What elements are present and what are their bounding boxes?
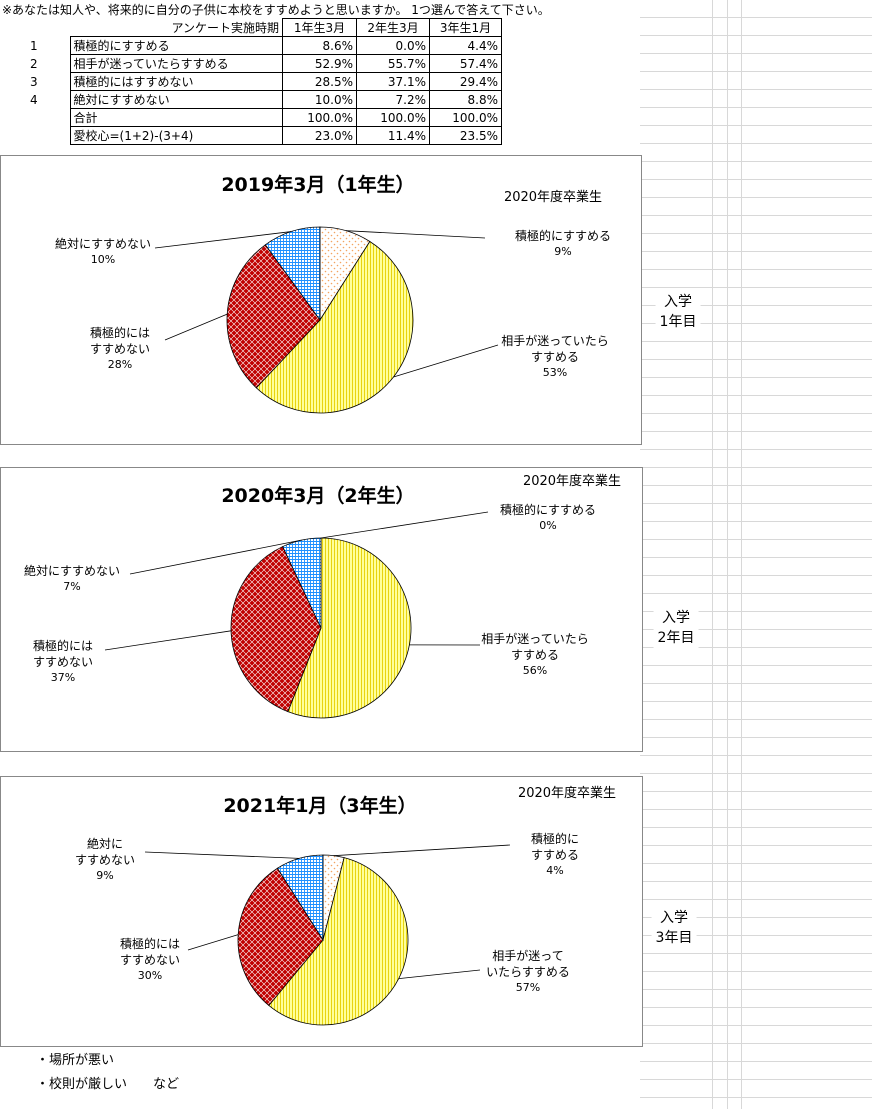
column-header: アンケート実施時期 [171,20,279,35]
chart-title: 2019年3月（1年生） [221,174,415,196]
pie-slice [282,537,322,629]
percent-label: 57% [515,981,541,994]
leader-line [129,539,302,575]
category-label: 積極的には すすめない [89,326,151,356]
row-label: 愛校心=(1+2)-(3+4) [69,126,283,145]
percent-label: 37% [50,671,76,684]
percent-label: 9% [554,245,572,258]
percent-label: 28% [107,358,133,371]
row-label: 絶対にすすめない [69,90,283,109]
leader-line [144,851,300,859]
grid-line [712,0,713,1109]
cell-value: 23.0% [282,126,357,145]
data-label: 積極的には すすめない 28% [90,325,150,373]
pie-slice [230,546,322,713]
data-label: 積極的には すすめない 30% [120,936,180,984]
row-number: 4 [30,92,38,107]
pie-slice [264,226,321,322]
chart-subtitle: 2020年度卒業生 [515,782,619,801]
pie-slice [226,244,321,389]
table-row: 2 相手が迷っていたらすすめる 52.9% 55.7% 57.4% [0,54,502,73]
category-label: 積極的には すすめない [119,937,181,967]
side-label: 入学 3年目 [651,906,697,950]
chart-subtitle: 2020年度卒業生 [501,186,605,205]
category-label: 積極的にすすめる [499,503,597,517]
leader-line [398,969,481,979]
percent-label: 30% [137,969,163,982]
side-label: 入学 1年目 [655,290,701,334]
category-label: 相手が迷っていたら すすめる [481,632,589,662]
percent-label: 53% [542,366,568,379]
column-header: 1年生3月 [282,18,357,37]
pie-slice [287,537,412,719]
leader-line [333,844,511,857]
data-label: 絶対にすすめない 7% [24,563,120,595]
row-number: 2 [30,56,38,71]
data-label: 相手が迷っていたら すすめる 56% [481,631,588,679]
footer-text: ・校則が厳しい など [36,1077,180,1092]
grid-line [727,0,728,1109]
leader-line [154,231,292,249]
footer-text: ・場所が悪い [36,1053,115,1068]
row-number: 3 [30,74,38,89]
percent-label: 4% [546,864,564,877]
percent-label: 10% [90,253,116,266]
leader-line [187,934,239,951]
data-label: 絶対にすすめない 10% [55,236,151,268]
leader-line [345,230,486,239]
data-label: 相手が迷っていたら すすめる 53% [501,333,608,381]
row-label: 相手が迷っていたらすすめる [69,54,283,73]
category-label: 絶対に すすめない [74,837,136,867]
percent-label: 56% [522,664,548,677]
data-label: 相手が迷って いたらすすめる 57% [486,948,570,996]
percent-label: 0% [539,519,557,532]
grid-line [741,0,742,1109]
category-label: 積極的に すすめる [530,832,580,862]
question-note: ※あなたは知人や、将来的に自分の子供に本校をすすめようと思いますか。 1つ選んで… [2,3,550,17]
data-label: 積極的にすすめる 0% [500,502,596,534]
chart-subtitle: 2020年度卒業生 [520,470,624,489]
leader-line [320,511,489,539]
percent-label: 7% [63,580,81,593]
data-label: 積極的に すすめる 4% [531,831,579,879]
pie-slice [255,240,414,414]
pie-slice [237,867,324,1007]
chart-title: 2021年1月（3年生） [223,795,417,817]
cell-value: 37.1% [356,72,430,91]
row-label: 積極的にすすめる [69,36,283,55]
leader-line [164,313,228,341]
data-label: 積極的にすすめる 9% [515,228,611,260]
row-number: 1 [30,38,38,53]
data-label: 積極的には すすめない 37% [33,638,93,686]
cell-value: 11.4% [356,126,430,145]
category-label: 絶対にすすめない [54,237,152,251]
table-row: 1 積極的にすすめる 8.6% 0.0% 4.4% [0,36,502,55]
cell-value: 0.0% [356,36,430,55]
leader-line [104,630,232,651]
category-label: 相手が迷って いたらすすめる [486,949,570,979]
category-label: 積極的にすすめる [514,229,612,243]
data-label: 絶対に すすめない 9% [75,836,135,884]
cell-value: 23.5% [429,126,502,145]
percent-label: 9% [96,869,114,882]
chart-title: 2020年3月（2年生） [221,485,415,507]
pie-slice [276,854,324,942]
table-row: 愛校心=(1+2)-(3+4) 23.0% 11.4% 23.5% [0,126,502,145]
leader-line [393,344,499,378]
category-label: 相手が迷っていたら すすめる [501,334,609,364]
side-label: 入学 2年目 [653,606,699,650]
category-label: 積極的には すすめない [32,639,94,669]
category-label: 絶対にすすめない [23,564,121,578]
survey-table: アンケート実施時期 1年生3月 2年生3月 3年生1月 1 積極的にすすめる 8.6% 0.0… [0,18,502,145]
